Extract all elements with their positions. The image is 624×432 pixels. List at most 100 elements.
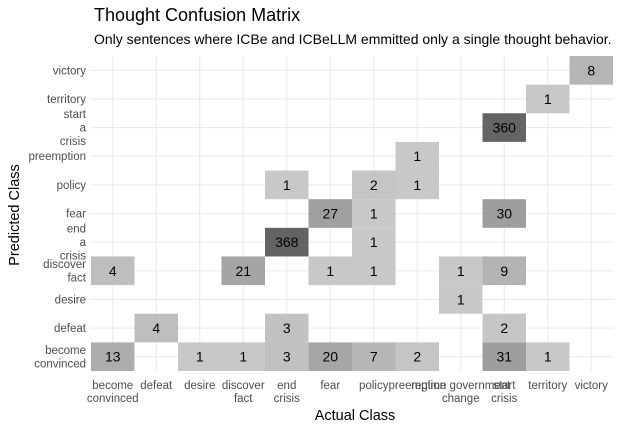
x-tick-label-fear: fear — [320, 380, 340, 392]
y-tick-label-discover-fact: fact — [67, 273, 86, 285]
heatmap-cell — [352, 227, 396, 257]
x-tick-label-become-convinced: convinced — [87, 393, 139, 405]
cell-value-label: 30 — [496, 206, 512, 222]
y-tick-label-preemption: preemption — [28, 151, 86, 163]
cell-value-label: 368 — [275, 234, 299, 250]
heatmap-cell — [178, 342, 222, 371]
x-tick-label-victory: victory — [575, 380, 608, 392]
heatmap-cell — [265, 313, 309, 343]
cell-value-label: 4 — [152, 320, 160, 336]
y-tick-label-fear: fear — [66, 209, 86, 221]
heatmap-cell — [482, 256, 526, 286]
x-tick-label-regime-government-change: change — [442, 393, 480, 405]
cell-value-label: 3 — [283, 349, 291, 365]
y-tick-label-become-convinced: convinced — [34, 358, 86, 370]
y-tick-label-end-a-crisis: a — [80, 237, 87, 249]
y-tick-label-start-a-crisis: crisis — [60, 136, 86, 148]
y-tick-label-victory: victory — [53, 65, 86, 77]
heatmap-cell — [221, 256, 265, 286]
x-tick-label-start-crisis: crisis — [491, 393, 517, 405]
cell-value-label: 2 — [500, 320, 508, 336]
x-tick-label-become-convinced: become — [92, 380, 133, 392]
y-tick-label-become-convinced: become — [45, 345, 86, 357]
cell-value-label: 8 — [587, 62, 595, 78]
heatmap-cell — [265, 227, 309, 257]
cell-value-label: 9 — [500, 263, 508, 279]
y-axis-title: Predicted Class — [7, 164, 23, 266]
heatmap-cell — [526, 342, 570, 371]
y-tick-label-defeat: defeat — [54, 323, 87, 335]
cell-value-label: 1 — [370, 206, 378, 222]
heatmap-cell — [352, 256, 396, 286]
heatmap-cell — [482, 313, 526, 343]
x-tick-label-defeat: defeat — [140, 380, 173, 392]
heatmap-cell — [352, 170, 396, 200]
heatmap-cell — [352, 342, 396, 371]
heatmap-cell — [91, 256, 135, 286]
x-axis-title: Actual Class — [315, 408, 396, 424]
x-tick-label-discover-fact: discover — [222, 380, 265, 392]
cell-value-label: 1 — [370, 263, 378, 279]
x-tick-label-preemption: preemption — [388, 380, 446, 392]
cell-value-label: 31 — [496, 349, 512, 365]
x-tick-label-territory: territory — [528, 380, 567, 392]
cell-value-label: 1 — [326, 263, 334, 279]
x-tick-label-discover-fact: fact — [234, 393, 253, 405]
x-tick-label-end-crisis: end — [277, 380, 296, 392]
heatmap-cell — [221, 342, 265, 371]
y-tick-label-discover-fact: discover — [43, 259, 86, 271]
x-tick-label-desire: desire — [184, 380, 215, 392]
heatmap-cell — [395, 170, 439, 200]
x-tick-label-start-crisis: start — [493, 380, 516, 392]
heatmap-cell — [439, 285, 483, 314]
y-tick-label-start-a-crisis: a — [80, 123, 87, 135]
cell-value-label: 27 — [322, 206, 338, 222]
heatmap-cell — [439, 256, 483, 286]
cell-value-label: 21 — [235, 263, 251, 279]
heatmap-cell — [352, 199, 396, 228]
y-tick-label-policy: policy — [57, 180, 87, 192]
cell-value-label: 360 — [493, 120, 517, 136]
heatmap-cell — [395, 141, 439, 171]
heatmap-cell — [308, 199, 352, 228]
cell-value-label: 1 — [283, 177, 291, 193]
heatmap-cell — [569, 56, 613, 85]
cell-value-label: 7 — [370, 349, 378, 365]
cell-value-label: 1 — [239, 349, 247, 365]
cell-value-label: 13 — [105, 349, 121, 365]
heatmap-cell — [482, 199, 526, 228]
y-tick-label-end-a-crisis: crisis — [60, 251, 86, 263]
cell-value-label: 20 — [322, 349, 338, 365]
cell-value-label: 4 — [109, 263, 117, 279]
cell-value-label: 2 — [370, 177, 378, 193]
chart-subtitle: Only sentences where ICBe and ICBeLLM em… — [94, 31, 612, 47]
cell-value-label: 1 — [196, 349, 204, 365]
chart-title: Thought Confusion Matrix — [94, 5, 300, 25]
x-tick-label-policy: policy — [359, 380, 389, 392]
cell-value-label: 1 — [457, 291, 465, 307]
y-tick-label-territory: territory — [47, 94, 86, 106]
heatmap-cell — [308, 342, 352, 371]
heatmap-cell — [91, 342, 135, 371]
y-tick-label-end-a-crisis: end — [67, 224, 86, 236]
cell-value-label: 1 — [544, 91, 552, 107]
heatmap-cell — [134, 313, 178, 343]
heatmap-cell — [482, 113, 526, 142]
heatmap-cell — [308, 256, 352, 286]
y-tick-label-desire: desire — [55, 294, 86, 306]
cell-value-label: 2 — [413, 349, 421, 365]
cell-value-label: 1 — [413, 148, 421, 164]
cell-value-label: 1 — [457, 263, 465, 279]
heatmap-cell — [482, 342, 526, 371]
cell-value-label: 3 — [283, 320, 291, 336]
heatmap-cell — [265, 342, 309, 371]
y-tick-label-start-a-crisis: start — [64, 109, 87, 121]
heatmap-cell — [526, 84, 570, 114]
heatmap-cell — [265, 170, 309, 200]
heatmap-cell — [395, 342, 439, 371]
x-tick-label-end-crisis: crisis — [274, 393, 300, 405]
